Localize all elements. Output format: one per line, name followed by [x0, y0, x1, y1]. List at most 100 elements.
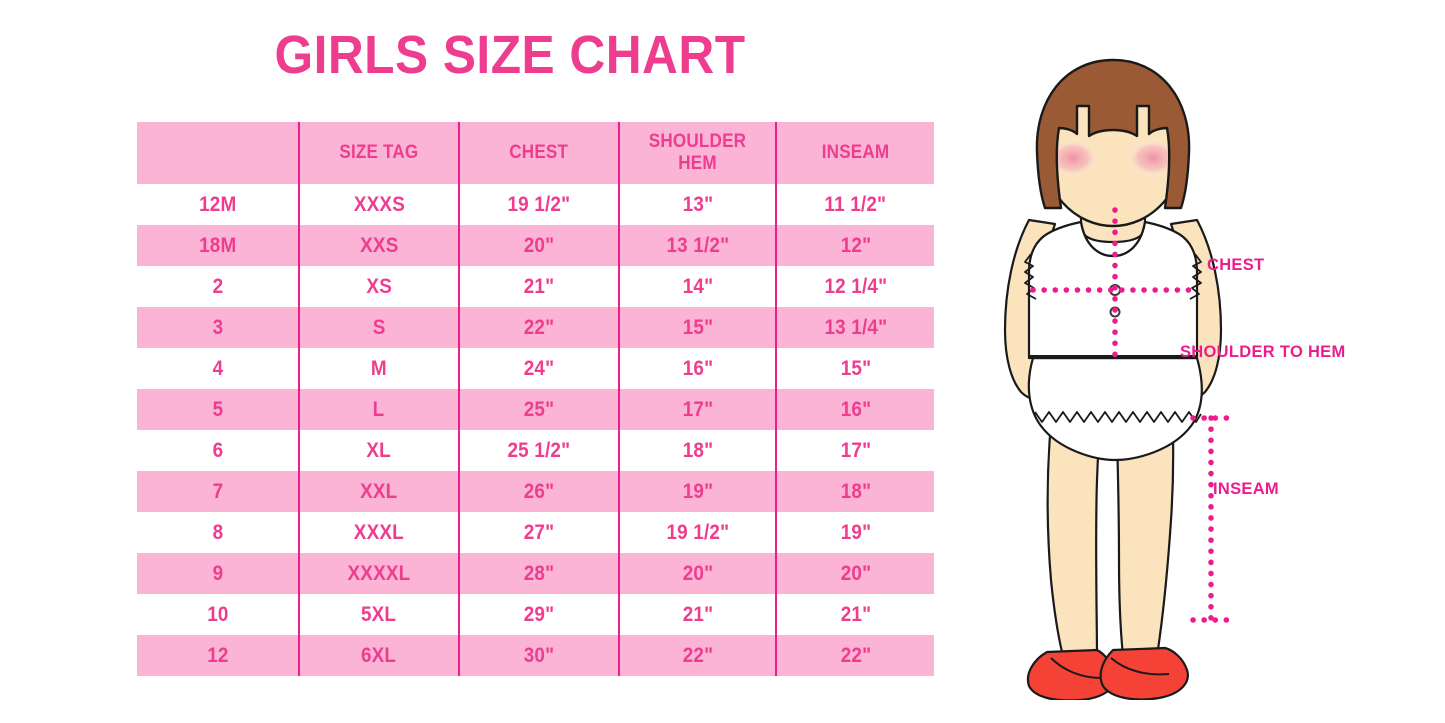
cell-shoulder-hem: 21"	[619, 594, 777, 635]
label-chest: CHEST	[1207, 256, 1265, 274]
table-header-row: SIZE TAG CHEST SHOULDER HEM INSEAM	[137, 122, 934, 184]
cell-text: 22"	[523, 315, 555, 339]
cell-size-tag: XL	[299, 430, 460, 471]
cell-text: 19"	[840, 520, 871, 544]
size-chart-table-container: SIZE TAG CHEST SHOULDER HEM INSEAM 12M XX…	[137, 122, 934, 676]
cell-chest: 26"	[459, 471, 620, 512]
head	[1035, 58, 1191, 244]
cell-age: 18M	[137, 225, 300, 266]
cell-size-tag: 6XL	[299, 635, 460, 676]
column-header-inseam: INSEAM	[776, 122, 934, 184]
cell-chest: 24"	[459, 348, 620, 389]
cell-inseam: 17"	[776, 430, 934, 471]
cell-age: 9	[137, 553, 300, 594]
cell-chest: 22"	[459, 307, 620, 348]
table-row: 10 5XL 29" 21" 21"	[137, 594, 934, 635]
cell-inseam: 12"	[776, 225, 934, 266]
cell-size-tag: XS	[299, 266, 460, 307]
cell-text: XXXS	[353, 192, 405, 216]
cell-inseam: 18"	[776, 471, 934, 512]
cell-text: 18"	[840, 479, 871, 503]
cell-age: 3	[137, 307, 300, 348]
cell-shoulder-hem: 17"	[619, 389, 777, 430]
label-inseam: INSEAM	[1213, 480, 1279, 498]
cell-text: 14"	[682, 274, 713, 298]
cell-text: 12M	[198, 192, 237, 216]
cell-text: 2	[212, 274, 223, 298]
cell-inseam: 20"	[776, 553, 934, 594]
cell-text: 18M	[198, 233, 237, 257]
cell-text: 25"	[523, 397, 555, 421]
cell-inseam: 19"	[776, 512, 934, 553]
cell-inseam: 12 1/4"	[776, 266, 934, 307]
cell-text: XS	[366, 274, 392, 298]
cell-text: 15"	[682, 315, 713, 339]
cell-text: 16"	[682, 356, 713, 380]
column-header-chest: CHEST	[459, 122, 620, 184]
cell-chest: 25 1/2"	[459, 430, 620, 471]
cell-text: 20"	[523, 233, 555, 257]
cell-inseam: 22"	[776, 635, 934, 676]
table-row: 7 XXL 26" 19" 18"	[137, 471, 934, 512]
cell-chest: 25"	[459, 389, 620, 430]
cell-text: 17"	[682, 397, 713, 421]
shoes	[1026, 646, 1189, 700]
measurement-lines	[1030, 207, 1232, 623]
cell-shoulder-hem: 20"	[619, 553, 777, 594]
cell-text: 15"	[840, 356, 871, 380]
cell-chest: 27"	[459, 512, 620, 553]
cell-size-tag: XXXS	[299, 184, 460, 225]
cell-shoulder-hem: 22"	[619, 635, 777, 676]
cell-chest: 21"	[459, 266, 620, 307]
cell-age: 6	[137, 430, 300, 471]
cell-age: 8	[137, 512, 300, 553]
cell-text: 21"	[523, 274, 555, 298]
column-header-age	[137, 122, 300, 184]
cell-text: 5	[212, 397, 223, 421]
label-shoulder-to-hem: SHOULDER TO HEM	[1180, 343, 1346, 361]
cell-text: 17"	[840, 438, 871, 462]
cell-shoulder-hem: 14"	[619, 266, 777, 307]
table-row: 2 XS 21" 14" 12 1/4"	[137, 266, 934, 307]
cell-text: XXL	[360, 479, 398, 503]
cell-text: 3	[212, 315, 223, 339]
cell-text: 21"	[682, 602, 713, 626]
cell-size-tag: S	[299, 307, 460, 348]
table-row: 4 M 24" 16" 15"	[137, 348, 934, 389]
measurement-illustration: CHEST SHOULDER TO HEM INSEAM	[985, 40, 1445, 700]
cell-age: 12M	[137, 184, 300, 225]
cell-inseam: 21"	[776, 594, 934, 635]
cell-text: 19 1/2"	[666, 520, 729, 544]
column-header-shoulder-hem: SHOULDER HEM	[619, 122, 777, 184]
cell-text: 19"	[682, 479, 713, 503]
cell-text: 5XL	[361, 602, 397, 626]
table-row: 9 XXXXL 28" 20" 20"	[137, 553, 934, 594]
table-row: 12 6XL 30" 22" 22"	[137, 635, 934, 676]
cell-text: 30"	[523, 643, 555, 667]
table-row: 5 L 25" 17" 16"	[137, 389, 934, 430]
table-row: 3 S 22" 15" 13 1/4"	[137, 307, 934, 348]
cell-age: 5	[137, 389, 300, 430]
column-header-size-tag: SIZE TAG	[299, 122, 460, 184]
cell-age: 12	[137, 635, 300, 676]
cell-text: 22"	[682, 643, 713, 667]
table-row: 8 XXXL 27" 19 1/2" 19"	[137, 512, 934, 553]
cell-chest: 19 1/2"	[459, 184, 620, 225]
cell-size-tag: XXXXL	[299, 553, 460, 594]
cell-text: M	[371, 356, 387, 380]
cell-text: 16"	[840, 397, 871, 421]
cell-text: XL	[366, 438, 392, 462]
cell-size-tag: 5XL	[299, 594, 460, 635]
cell-size-tag: XXL	[299, 471, 460, 512]
cell-text: 13 1/4"	[824, 315, 887, 339]
cell-text: 10	[206, 602, 229, 626]
cell-text: 20"	[840, 561, 871, 585]
cell-text: 29"	[523, 602, 555, 626]
cell-text: 20"	[682, 561, 713, 585]
cell-shoulder-hem: 19 1/2"	[619, 512, 777, 553]
table-row: 12M XXXS 19 1/2" 13" 11 1/2"	[137, 184, 934, 225]
cell-text: 21"	[840, 602, 871, 626]
cell-text: 13 1/2"	[666, 233, 729, 257]
cell-text: XXXXL	[347, 561, 411, 585]
cell-chest: 20"	[459, 225, 620, 266]
